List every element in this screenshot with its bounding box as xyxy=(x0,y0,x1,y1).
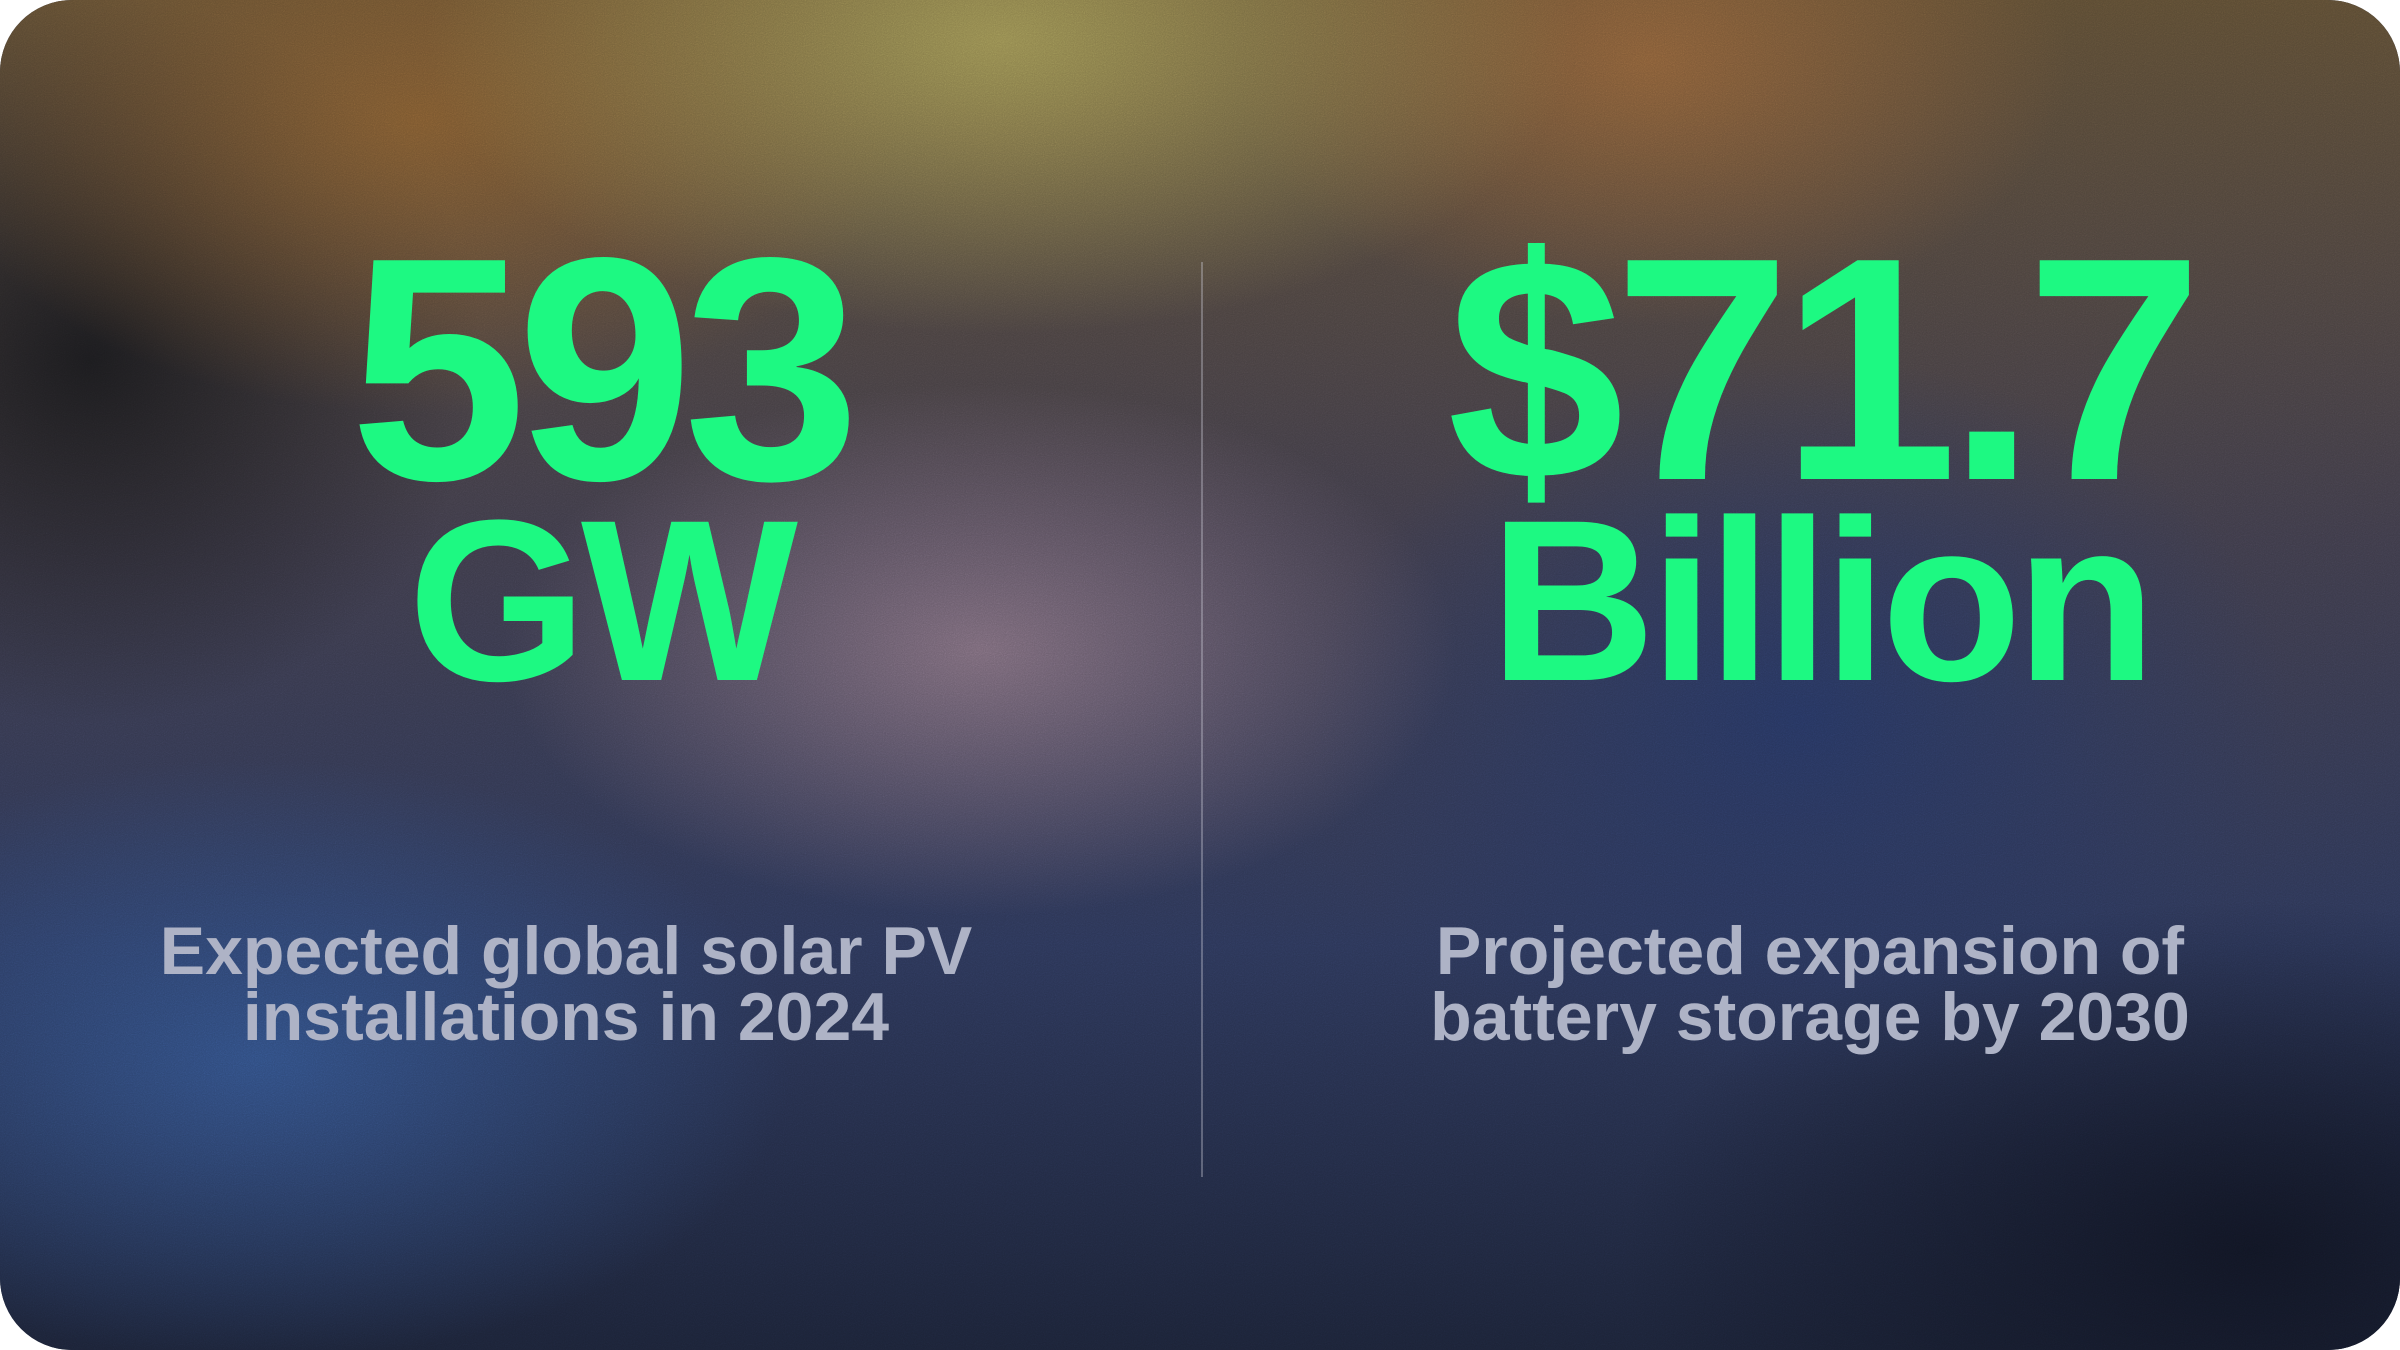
battery-stat: $71.7 Billion xyxy=(1320,192,2320,729)
solar-value: 593 xyxy=(349,192,861,547)
solar-caption: Expected global solar PV installations i… xyxy=(66,913,1066,1055)
solar-caption-line-2: installations in 2024 xyxy=(242,979,890,1055)
battery-unit: Billion xyxy=(1489,472,2157,729)
battery-caption-line-1: Projected expansion of xyxy=(1435,913,2185,989)
solar-stat: 593 GW xyxy=(100,192,1100,729)
solar-caption-line-1: Expected global solar PV xyxy=(159,913,973,989)
battery-caption-line-2: battery storage by 2030 xyxy=(1430,979,2190,1055)
battery-caption: Projected expansion of battery storage b… xyxy=(1310,913,2310,1055)
vertical-divider xyxy=(1201,262,1203,1177)
battery-value: $71.7 xyxy=(1447,192,2203,547)
solar-unit: GW xyxy=(408,472,798,729)
